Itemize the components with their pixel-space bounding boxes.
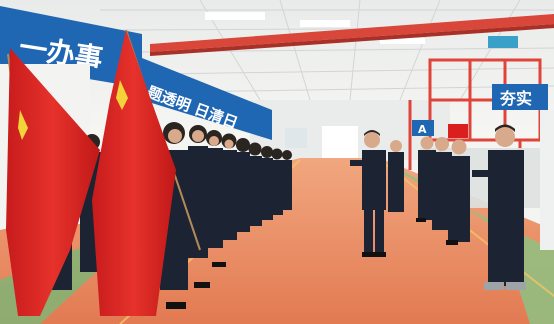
right-edge-panel xyxy=(540,110,554,250)
flag-star-center xyxy=(116,80,128,110)
right-sign-text: 夯实 xyxy=(499,89,532,108)
ceiling-light xyxy=(380,38,425,44)
worker-group-right xyxy=(388,124,526,290)
ceiling-light xyxy=(300,20,350,27)
red-flag-center xyxy=(92,30,176,316)
back-door xyxy=(322,126,358,160)
small-sign xyxy=(412,120,434,136)
flag-star-left xyxy=(18,110,28,140)
crane-beam xyxy=(150,14,554,52)
floor-walkway-left xyxy=(0,158,300,324)
crane-beam-shadow xyxy=(150,24,554,56)
leader-figure xyxy=(350,130,386,257)
back-window xyxy=(285,128,307,148)
right-sign xyxy=(492,84,548,110)
middle-banner xyxy=(142,58,272,140)
equipment-panel xyxy=(488,36,518,48)
small-sign-text: A xyxy=(418,123,427,136)
red-flag-left xyxy=(6,48,100,316)
ceiling-light xyxy=(205,12,265,20)
small-red-flag-sign xyxy=(448,124,468,138)
